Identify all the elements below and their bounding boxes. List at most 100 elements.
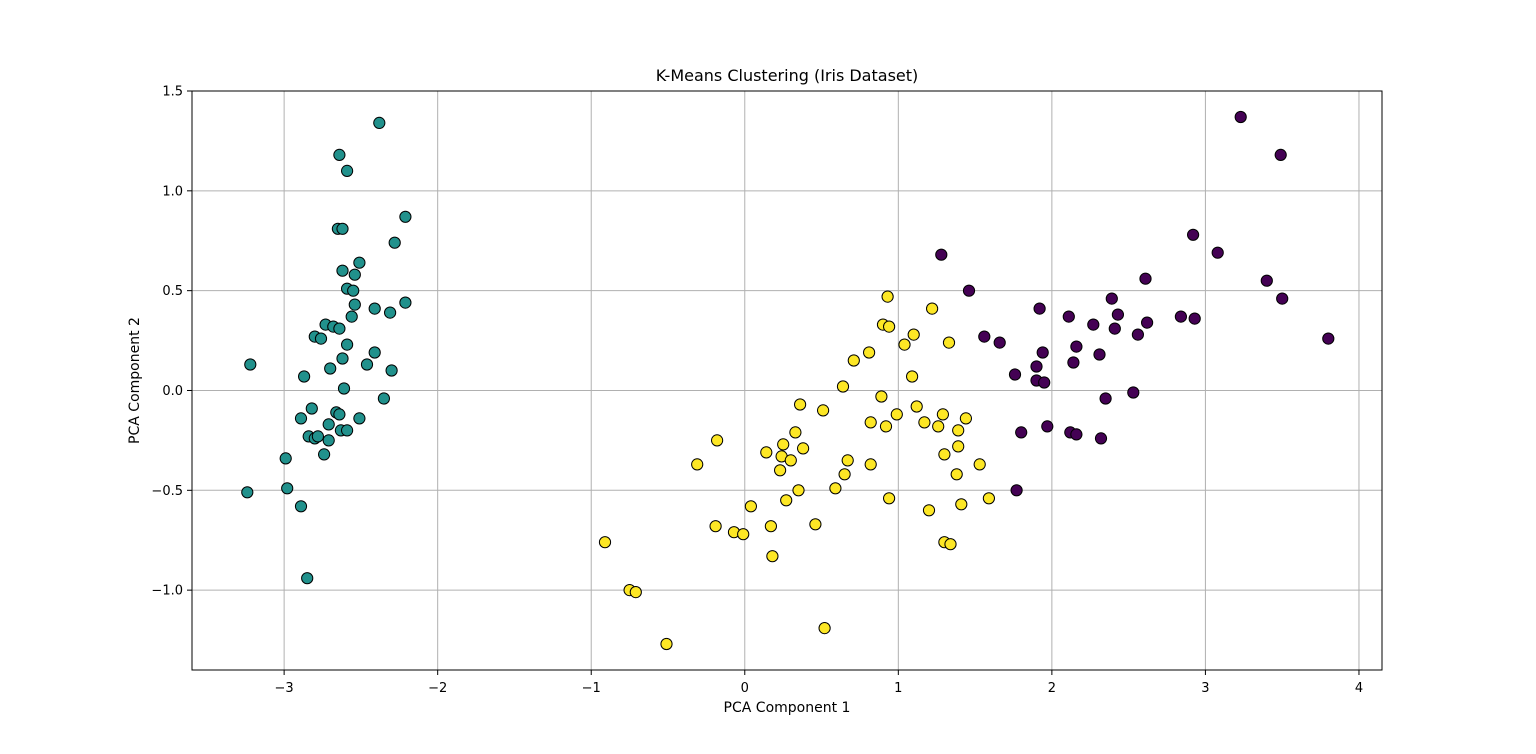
cluster-3-point bbox=[1141, 316, 1154, 329]
cluster-2-point bbox=[881, 290, 894, 303]
cluster-3-point bbox=[993, 336, 1006, 349]
cluster-3-point bbox=[1139, 272, 1152, 285]
cluster-2-point bbox=[926, 302, 939, 315]
chart-title: K-Means Clustering (Iris Dataset) bbox=[656, 66, 919, 85]
cluster-3-point bbox=[1111, 308, 1125, 321]
cluster-2-point bbox=[950, 468, 963, 481]
cluster-2-point bbox=[932, 420, 945, 433]
cluster-3-point bbox=[1211, 246, 1224, 259]
cluster-3-point bbox=[1015, 426, 1028, 439]
cluster-1-point bbox=[348, 298, 361, 311]
cluster-3-point bbox=[1276, 292, 1289, 305]
cluster-2-point bbox=[818, 622, 831, 635]
cluster-2-point bbox=[959, 412, 973, 425]
cluster-3-point bbox=[1188, 312, 1201, 325]
cluster-2-point bbox=[973, 458, 986, 471]
cluster-1-point bbox=[360, 358, 374, 371]
cluster-1-point bbox=[353, 256, 366, 269]
cluster-2-point bbox=[838, 468, 851, 481]
cluster-2-point bbox=[774, 464, 787, 477]
cluster-3-point bbox=[1131, 328, 1145, 341]
cluster-2-point bbox=[660, 637, 673, 651]
cluster-1-point bbox=[279, 452, 292, 465]
y-tick-label: 1.5 bbox=[162, 85, 183, 100]
cluster-2-point bbox=[847, 354, 860, 367]
cluster-3-point bbox=[1234, 110, 1247, 124]
cluster-3-point bbox=[1087, 318, 1100, 331]
y-axis-ticks: −1.0 −0.5 0.0 0.5 1.0 1.5 bbox=[151, 85, 192, 599]
cluster-2-point bbox=[809, 518, 822, 531]
x-tick-label: 0 bbox=[741, 681, 749, 696]
cluster-1-point bbox=[399, 296, 412, 309]
cluster-2-point bbox=[910, 400, 923, 413]
cluster-1-point bbox=[341, 164, 354, 177]
cluster-1-point bbox=[322, 418, 335, 431]
cluster-2-point bbox=[875, 390, 888, 403]
plot-area-frame bbox=[191, 90, 1383, 671]
x-tick-label: −3 bbox=[275, 681, 294, 696]
cluster-2-point bbox=[952, 440, 965, 453]
cluster-1-point bbox=[353, 412, 366, 425]
y-tick-label: −1.0 bbox=[151, 584, 183, 599]
cluster-3-point bbox=[1030, 360, 1043, 373]
cluster-3-point bbox=[1099, 392, 1112, 405]
cluster-3-point bbox=[1274, 148, 1287, 161]
cluster-2-point bbox=[737, 528, 750, 541]
cluster-2-point bbox=[691, 458, 704, 471]
x-axis-label: PCA Component 1 bbox=[724, 700, 851, 716]
cluster-2-point bbox=[792, 484, 805, 497]
cluster-1-point bbox=[324, 362, 337, 375]
cluster-2-point bbox=[906, 370, 919, 383]
cluster-3-point bbox=[1108, 322, 1121, 335]
cluster-2-point bbox=[794, 398, 807, 411]
cluster-2-point bbox=[955, 498, 968, 511]
y-tick-label: 1.0 bbox=[162, 184, 183, 199]
x-tick-label: 3 bbox=[1201, 681, 1209, 696]
cluster-2-point bbox=[709, 520, 722, 533]
cluster-1-point bbox=[384, 306, 397, 319]
cluster-2-point bbox=[938, 448, 951, 461]
cluster-3-point bbox=[1093, 348, 1106, 361]
cluster-2-point bbox=[864, 416, 877, 429]
cluster-3-point bbox=[1174, 310, 1188, 323]
cluster-2-point bbox=[598, 536, 612, 549]
cluster-2-point bbox=[829, 482, 842, 495]
cluster-2-point bbox=[936, 408, 950, 421]
cluster-1-point bbox=[348, 268, 361, 281]
cluster-2-point bbox=[982, 492, 996, 505]
cluster-2-point bbox=[942, 336, 956, 349]
cluster-1-point bbox=[305, 402, 318, 415]
cluster-1-point bbox=[337, 382, 351, 395]
cluster-1-point bbox=[318, 448, 331, 461]
cluster-3-point bbox=[1041, 420, 1054, 433]
cluster-2-point bbox=[922, 504, 936, 517]
cluster-1-point bbox=[345, 310, 358, 323]
cluster-1-point bbox=[399, 210, 412, 223]
y-tick-label: 0.5 bbox=[162, 284, 183, 299]
cluster-2-point bbox=[780, 494, 793, 507]
cluster-2-point bbox=[883, 492, 896, 505]
x-tick-label: 4 bbox=[1355, 681, 1363, 696]
x-tick-label: 2 bbox=[1048, 681, 1056, 696]
cluster-2-point bbox=[784, 454, 797, 467]
cluster-3-point bbox=[962, 284, 976, 297]
cluster-3-point bbox=[1260, 274, 1273, 287]
cluster-2-point bbox=[898, 338, 911, 351]
x-axis-ticks: −3 −2 −1 0 1 2 3 4 bbox=[275, 670, 1363, 696]
cluster-1-point bbox=[377, 392, 390, 405]
cluster-1-point bbox=[385, 364, 398, 377]
cluster-2-point bbox=[944, 538, 957, 551]
cluster-3-point bbox=[1070, 428, 1083, 441]
data-points bbox=[241, 110, 1335, 651]
cluster-3-point bbox=[935, 248, 948, 261]
cluster-2-point bbox=[890, 408, 903, 421]
cluster-1-point bbox=[336, 352, 349, 365]
cluster-1-point bbox=[294, 500, 308, 513]
cluster-2-point bbox=[764, 520, 778, 533]
cluster-1-point bbox=[368, 302, 381, 315]
cluster-1-point bbox=[311, 430, 324, 443]
cluster-2-point bbox=[744, 500, 758, 513]
cluster-2-point bbox=[760, 446, 773, 459]
